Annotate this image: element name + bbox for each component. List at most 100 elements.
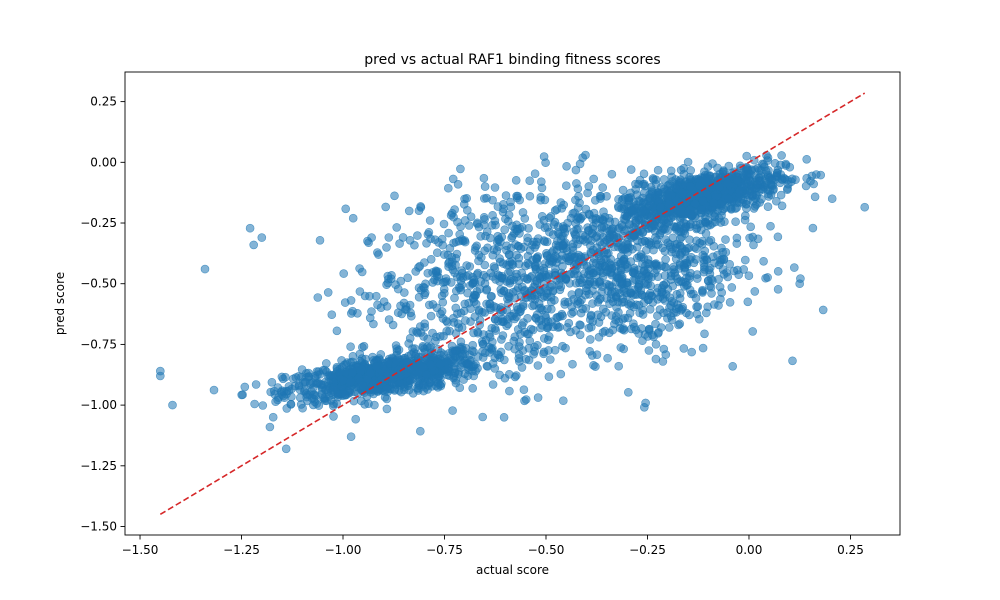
- scatter-point: [200, 264, 210, 274]
- scatter-point: [347, 368, 357, 378]
- scatter-point: [469, 328, 478, 338]
- scatter-point: [773, 266, 783, 276]
- scatter-point: [644, 295, 653, 305]
- scatter-point: [544, 259, 554, 269]
- y-tick-label: −1.50: [80, 520, 117, 534]
- scatter-point: [468, 340, 478, 350]
- scatter-point: [316, 379, 325, 389]
- scatter-point: [570, 208, 579, 217]
- scatter-point: [431, 266, 441, 276]
- scatter-point: [592, 243, 602, 252]
- scatter-point: [433, 382, 443, 392]
- scatter-point: [717, 206, 727, 216]
- scatter-point: [661, 350, 671, 359]
- scatter-point: [539, 347, 549, 357]
- scatter-point: [237, 390, 246, 400]
- scatter-point: [739, 167, 748, 177]
- scatter-point: [382, 301, 392, 311]
- scatter-point: [561, 343, 570, 353]
- scatter-point: [773, 284, 783, 294]
- scatter-point: [675, 206, 685, 216]
- scatter-point: [490, 263, 500, 273]
- scatter-point: [372, 362, 381, 371]
- scatter-point: [651, 259, 661, 268]
- scatter-point: [597, 222, 607, 232]
- scatter-point: [685, 172, 694, 182]
- scatter-point: [345, 385, 355, 395]
- scatter-point: [527, 293, 536, 303]
- scatter-point: [504, 210, 514, 220]
- scatter-point: [685, 255, 695, 264]
- scatter-point: [681, 277, 690, 287]
- scatter-point: [351, 414, 361, 424]
- scatter-point: [533, 234, 543, 243]
- scatter-point: [410, 240, 419, 250]
- scatter-point: [250, 399, 259, 409]
- scatter-point: [721, 247, 731, 257]
- scatter-point: [451, 254, 461, 263]
- scatter-point: [728, 361, 738, 371]
- scatter-point: [490, 364, 500, 373]
- scatter-point: [426, 311, 436, 321]
- scatter-point: [701, 308, 711, 318]
- scatter-point: [694, 314, 704, 324]
- scatter-point: [789, 263, 799, 272]
- scatter-point: [693, 302, 703, 311]
- scatter-point: [506, 197, 515, 207]
- scatter-point: [460, 216, 470, 225]
- scatter-point: [633, 265, 643, 275]
- scatter-point: [776, 190, 786, 200]
- scatter-point: [402, 305, 411, 314]
- scatter-point: [687, 347, 697, 357]
- scatter-point: [267, 377, 277, 387]
- scatter-point: [659, 184, 669, 193]
- scatter-point: [626, 165, 636, 174]
- scatter-point: [692, 274, 702, 283]
- scatter-point: [651, 339, 661, 349]
- scatter-point: [777, 201, 787, 211]
- scatter-point: [645, 304, 655, 314]
- x-tick-label: −1.50: [122, 543, 159, 557]
- scatter-point: [530, 347, 539, 356]
- scatter-point: [541, 158, 550, 167]
- scatter-point: [209, 385, 219, 395]
- scatter-point: [749, 204, 759, 213]
- y-tick-label: 0.25: [90, 95, 117, 109]
- scatter-point: [703, 221, 712, 230]
- scatter-point: [277, 372, 287, 382]
- scatter-point: [540, 195, 550, 205]
- plot-frame: [124, 71, 901, 536]
- scatter-point: [672, 289, 682, 299]
- scatter-point: [286, 399, 296, 409]
- scatter-point: [754, 176, 764, 185]
- scatter-point: [423, 268, 433, 278]
- scatter-point: [428, 328, 437, 338]
- scatter-point: [684, 243, 694, 253]
- scatter-point: [499, 355, 509, 365]
- scatter-point: [269, 386, 279, 396]
- scatter-point: [641, 269, 651, 279]
- scatter-point: [583, 188, 592, 198]
- scatter-point: [605, 299, 614, 309]
- scatter-point: [647, 211, 657, 221]
- y-tick-label: −1.00: [80, 398, 117, 412]
- scatter-point: [329, 412, 338, 421]
- scatter-point: [660, 262, 669, 272]
- scatter-point: [449, 349, 459, 358]
- scatter-point: [651, 319, 660, 329]
- scatter-point: [520, 214, 530, 223]
- scatter-point: [678, 302, 688, 312]
- scatter-point: [495, 277, 505, 286]
- scatter-point: [406, 311, 416, 321]
- scatter-point: [599, 207, 608, 216]
- scatter-point: [713, 250, 722, 260]
- scatter-point: [315, 236, 325, 245]
- scatter-point: [512, 312, 521, 322]
- scatter-point: [431, 336, 440, 346]
- scatter-point: [565, 278, 575, 288]
- scatter-point: [630, 211, 640, 221]
- scatter-point: [676, 234, 685, 243]
- scatter-point: [481, 231, 490, 241]
- scatter-point: [595, 191, 605, 201]
- scatter-point: [404, 339, 414, 348]
